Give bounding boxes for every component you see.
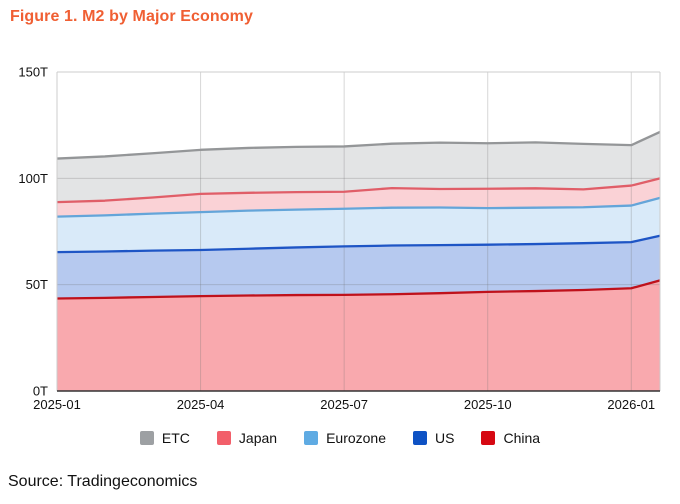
legend-swatch-icon: [304, 431, 319, 445]
series-line-japan: [56, 177, 661, 204]
y-tick-label: 100T: [18, 171, 48, 186]
x-tick-label: 2026-01: [607, 397, 655, 412]
legend-label: Japan: [238, 430, 278, 446]
legend-item-etc[interactable]: ETC: [139, 430, 190, 446]
legend-swatch-icon: [216, 431, 231, 445]
y-tick-label: 50T: [26, 277, 48, 292]
legend-item-china[interactable]: China: [481, 430, 540, 446]
legend-item-eurozone[interactable]: Eurozone: [304, 430, 386, 446]
series-line-etc: [56, 130, 661, 160]
figure-title: Figure 1. M2 by Major Economy: [10, 8, 253, 25]
area-band-us: [57, 235, 660, 299]
chart-area: 150T 100T 50T 0T 2025-01 2025-04 2025-07 2025-1…: [18, 65, 661, 412]
area-band-china: [57, 280, 660, 391]
x-tick-label: 2025-01: [33, 397, 81, 412]
legend-label: US: [435, 430, 455, 446]
y-tick-label: 150T: [18, 65, 48, 80]
y-tick-label: 0T: [33, 384, 48, 399]
series-line-us: [56, 234, 661, 254]
legend-item-japan[interactable]: Japan: [216, 430, 278, 446]
legend-swatch-icon: [481, 431, 496, 445]
area-band-eurozone: [57, 197, 660, 253]
legend-swatch-icon: [413, 431, 428, 445]
series-line-eurozone: [56, 196, 661, 218]
legend-label: China: [503, 430, 541, 446]
legend-item-us[interactable]: US: [413, 430, 454, 446]
series-line-china: [56, 279, 661, 300]
legend-swatch-icon: [139, 431, 154, 445]
chart-legend: ETC Japan Eurozone US China: [0, 430, 680, 446]
legend-label: Eurozone: [326, 430, 387, 446]
area-band-etc: [57, 131, 660, 203]
x-tick-label: 2025-07: [320, 397, 368, 412]
source-text: Source: Tradingeconomics: [8, 473, 198, 490]
legend-label: ETC: [161, 430, 190, 446]
x-tick-label: 2025-04: [177, 397, 225, 412]
x-tick-label: 2025-10: [464, 397, 512, 412]
